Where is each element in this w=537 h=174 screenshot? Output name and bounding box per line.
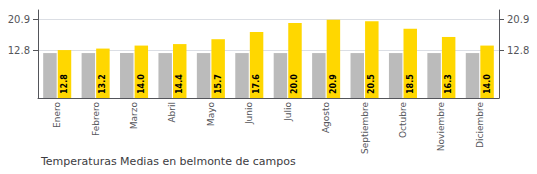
svg-text:17.6: 17.6 [252, 74, 261, 94]
svg-text:12.8: 12.8 [507, 45, 529, 56]
svg-text:Julio: Julio [283, 102, 293, 122]
svg-text:20.9: 20.9 [8, 14, 30, 25]
svg-text:20.5: 20.5 [367, 74, 376, 94]
svg-text:20.9: 20.9 [329, 74, 338, 94]
svg-text:14.0: 14.0 [137, 74, 146, 94]
svg-text:14.0: 14.0 [483, 74, 492, 94]
svg-text:Mayo: Mayo [206, 102, 216, 127]
svg-text:13.2: 13.2 [98, 74, 107, 94]
svg-text:12.8: 12.8 [8, 45, 30, 56]
svg-text:Octubre: Octubre [398, 102, 408, 138]
svg-text:14.4: 14.4 [175, 74, 184, 94]
svg-text:Febrero: Febrero [91, 102, 101, 136]
svg-text:12.8: 12.8 [60, 74, 69, 94]
svg-text:Septiembre: Septiembre [360, 102, 370, 155]
svg-text:15.7: 15.7 [214, 74, 223, 94]
svg-text:Enero: Enero [52, 102, 62, 128]
svg-text:20.0: 20.0 [290, 74, 299, 94]
svg-text:18.5: 18.5 [406, 74, 415, 94]
svg-text:Agosto: Agosto [321, 102, 331, 134]
svg-text:Marzo: Marzo [129, 102, 139, 130]
svg-text:20.9: 20.9 [507, 14, 529, 25]
svg-text:Abril: Abril [167, 102, 177, 123]
svg-text:Junio: Junio [244, 102, 254, 126]
svg-text:16.3: 16.3 [444, 74, 453, 94]
svg-text:Diciembre: Diciembre [475, 102, 485, 148]
svg-text:Noviembre: Noviembre [436, 102, 446, 152]
svg-text:Temperaturas Medias en belmont: Temperaturas Medias en belmonte de campo… [40, 155, 296, 168]
